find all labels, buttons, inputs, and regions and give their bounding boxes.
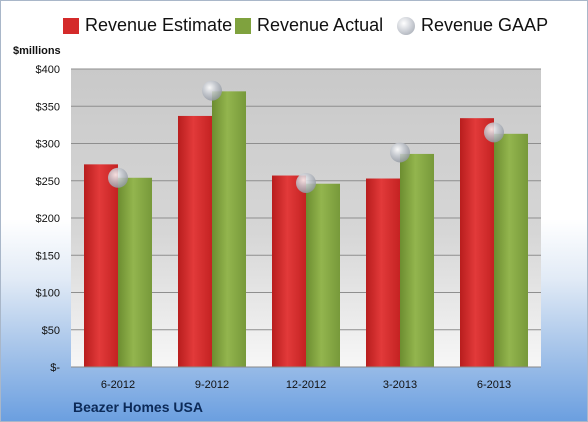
point-gaap xyxy=(202,80,222,101)
unit-label: $millions xyxy=(13,45,61,57)
point-gaap xyxy=(484,122,504,143)
bar-actual xyxy=(400,153,434,367)
legend-label-actual: Revenue Actual xyxy=(257,15,384,35)
x-tick-label: 6-2012 xyxy=(101,379,135,391)
y-tick-label: $200 xyxy=(36,213,60,225)
company-name: Beazer Homes USA xyxy=(73,399,203,415)
legend-swatch-estimate xyxy=(63,17,79,34)
y-tick-label: $300 xyxy=(36,139,60,151)
bar-estimate xyxy=(272,175,306,367)
y-tick-label: $250 xyxy=(36,176,60,188)
legend-swatch-gaap xyxy=(397,16,415,35)
x-tick-label: 12-2012 xyxy=(286,379,326,391)
bar-actual xyxy=(306,183,340,367)
x-tick-label: 3-2013 xyxy=(383,379,417,391)
x-tick-label: 9-2012 xyxy=(195,379,229,391)
bar-actual xyxy=(212,91,246,367)
bar-actual xyxy=(494,133,528,367)
bar-estimate xyxy=(366,178,400,367)
legend-label-estimate: Revenue Estimate xyxy=(85,15,233,35)
bar-estimate xyxy=(84,164,118,367)
legend-label-gaap: Revenue GAAP xyxy=(421,15,549,35)
legend-item-actual: Revenue Actual xyxy=(235,15,383,36)
x-tick-label: 6-2013 xyxy=(477,379,511,391)
y-tick-label: $- xyxy=(50,362,60,374)
legend-item-gaap: Revenue GAAP xyxy=(397,15,548,36)
y-tick-label: $400 xyxy=(36,64,60,76)
chart-legend: Revenue Estimate Revenue Actual Revenue … xyxy=(1,15,587,45)
y-tick-label: $50 xyxy=(42,325,60,337)
bar-estimate xyxy=(178,115,212,367)
y-tick-label: $100 xyxy=(36,288,60,300)
y-tick-label: $150 xyxy=(36,250,60,262)
y-tick-label: $350 xyxy=(36,101,60,113)
point-gaap xyxy=(390,142,410,163)
legend-swatch-actual xyxy=(235,17,251,34)
point-gaap xyxy=(296,172,316,193)
legend-item-estimate: Revenue Estimate xyxy=(63,15,232,36)
point-gaap xyxy=(108,167,128,188)
bar-actual xyxy=(118,177,152,367)
bar-estimate xyxy=(460,118,494,367)
